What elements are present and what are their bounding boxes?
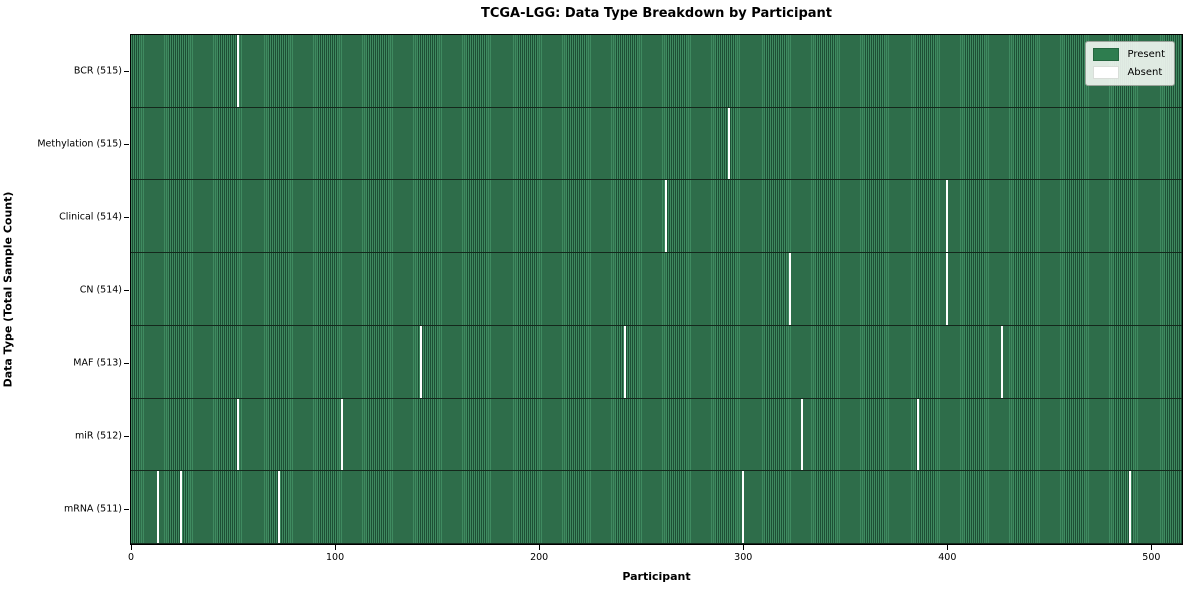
x-tick-label-400: 400 — [938, 552, 957, 563]
absent-swatch — [1093, 66, 1120, 79]
x-tick-mark — [743, 545, 745, 550]
legend-label-absent: Absent — [1127, 67, 1163, 78]
heatmap-row-cn — [131, 253, 1182, 326]
legend-label-present: Present — [1127, 49, 1165, 60]
y-tick-mark — [124, 362, 129, 364]
absent-cell-marker — [788, 253, 791, 325]
absent-cell-marker — [1000, 325, 1003, 398]
y-tick-label-cn: CN (514) — [79, 284, 122, 295]
absent-cell-marker — [945, 253, 948, 325]
y-tick-mark — [124, 70, 129, 72]
y-tick-mark — [124, 289, 129, 291]
absent-cell-marker — [801, 398, 804, 471]
x-tick-label-200: 200 — [530, 552, 549, 563]
y-tick-label-bcr: BCR (515) — [73, 65, 122, 76]
absent-cell-marker — [277, 471, 280, 544]
legend-entry-absent: Absent — [1093, 66, 1165, 79]
x-tick-label-0: 0 — [127, 552, 135, 563]
absent-cell-marker — [1129, 471, 1132, 544]
x-tick-mark — [947, 545, 949, 550]
y-tick-label-maf: MAF (513) — [73, 357, 122, 368]
absent-cell-marker — [742, 471, 745, 544]
absent-cell-marker — [664, 180, 667, 253]
present-swatch — [1093, 48, 1120, 61]
y-tick-mark — [124, 143, 129, 145]
y-tick-label-clinical: Clinical (514) — [59, 211, 122, 222]
x-tick-label-300: 300 — [734, 552, 753, 563]
x-tick-mark — [539, 545, 541, 550]
y-tick-mark — [124, 435, 129, 437]
x-tick-mark — [131, 545, 133, 550]
absent-cell-marker — [236, 398, 239, 471]
absent-cell-marker — [157, 471, 160, 544]
legend-entry-present: Present — [1093, 48, 1165, 61]
x-tick-mark — [1151, 545, 1153, 550]
absent-cell-marker — [236, 35, 239, 107]
y-tick-mark — [124, 508, 129, 510]
x-tick-mark — [335, 545, 337, 550]
absent-cell-marker — [340, 398, 343, 471]
heatmap-row-maf — [131, 325, 1182, 399]
heatmap-row-bcr — [131, 35, 1182, 108]
y-tick-label-mrna: mRNA (511) — [63, 503, 122, 514]
legend: Present Absent — [1085, 41, 1175, 86]
plot-area: Present Absent — [130, 34, 1183, 545]
absent-cell-marker — [917, 398, 920, 471]
absent-cell-marker — [727, 107, 730, 180]
absent-cell-marker — [945, 180, 948, 253]
absent-cell-marker — [179, 471, 182, 544]
y-tick-label-mir: miR (512) — [74, 430, 122, 441]
heatmap-row-mrna — [131, 471, 1182, 545]
heatmap-row-mir — [131, 398, 1182, 472]
absent-cell-marker — [420, 325, 423, 398]
chart-title: TCGA-LGG: Data Type Breakdown by Partici… — [480, 6, 833, 21]
x-tick-label-500: 500 — [1142, 552, 1161, 563]
y-tick-label-methylation: Methylation (515) — [37, 138, 122, 149]
heatmap-row-clinical — [131, 180, 1182, 254]
y-tick-mark — [124, 216, 129, 218]
x-tick-label-100: 100 — [326, 552, 345, 563]
x-axis-label: Participant — [622, 570, 691, 583]
absent-cell-marker — [623, 325, 626, 398]
heatmap-row-methylation — [131, 107, 1182, 181]
